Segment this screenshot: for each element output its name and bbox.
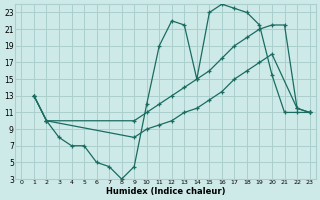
X-axis label: Humidex (Indice chaleur): Humidex (Indice chaleur) [106, 187, 225, 196]
